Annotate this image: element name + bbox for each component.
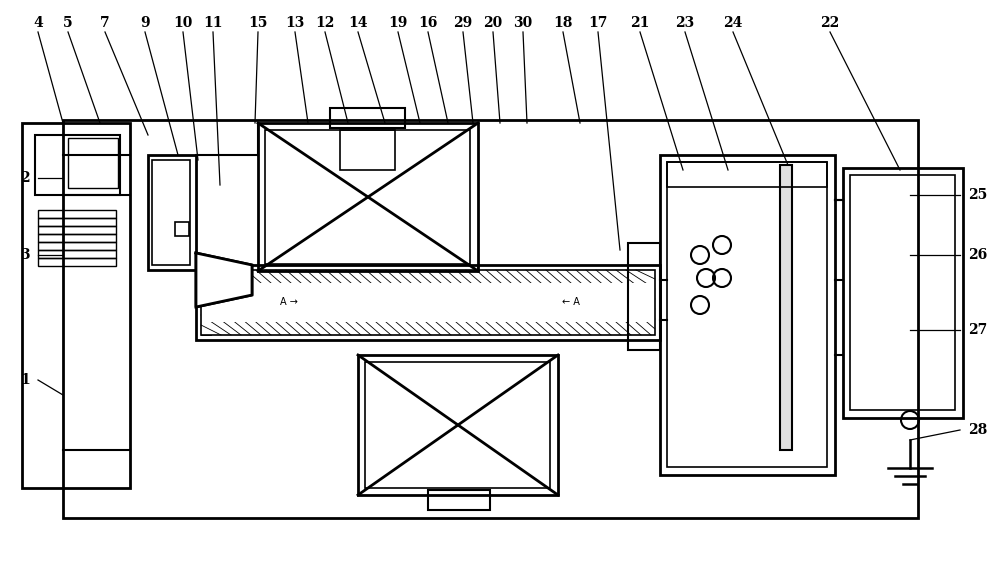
Text: 16: 16 xyxy=(418,16,438,30)
Text: 26: 26 xyxy=(968,248,987,262)
Bar xyxy=(38,234,116,242)
Bar xyxy=(175,222,189,236)
Text: 27: 27 xyxy=(968,323,987,337)
Bar xyxy=(63,120,918,518)
Text: 28: 28 xyxy=(968,423,987,437)
Polygon shape xyxy=(196,253,252,307)
Text: 24: 24 xyxy=(723,16,743,30)
Bar xyxy=(660,155,835,475)
Text: 20: 20 xyxy=(483,16,503,30)
Bar xyxy=(38,218,116,226)
Bar xyxy=(365,362,550,488)
Bar xyxy=(35,135,120,195)
Text: 11: 11 xyxy=(203,16,223,30)
Bar xyxy=(780,165,792,450)
Bar xyxy=(38,226,116,234)
Text: 1: 1 xyxy=(20,373,30,387)
Bar xyxy=(340,130,395,170)
Text: 5: 5 xyxy=(63,16,73,30)
Bar xyxy=(358,355,558,495)
Bar xyxy=(38,250,116,258)
Bar xyxy=(428,490,490,510)
Bar xyxy=(196,265,660,340)
Text: 22: 22 xyxy=(820,16,840,30)
Bar xyxy=(258,123,478,271)
Bar xyxy=(843,168,963,418)
Bar xyxy=(38,210,116,218)
Bar xyxy=(201,270,655,335)
Text: 7: 7 xyxy=(100,16,110,30)
Text: 13: 13 xyxy=(285,16,305,30)
Text: A →: A → xyxy=(280,297,298,307)
Text: 29: 29 xyxy=(453,16,473,30)
Bar xyxy=(265,130,470,264)
Text: 9: 9 xyxy=(140,16,150,30)
Bar xyxy=(68,138,118,188)
Text: ← A: ← A xyxy=(562,297,580,307)
Text: 3: 3 xyxy=(20,248,30,262)
Text: 30: 30 xyxy=(513,16,533,30)
Bar xyxy=(850,175,955,410)
Text: 19: 19 xyxy=(388,16,408,30)
Bar xyxy=(38,258,116,266)
Text: 15: 15 xyxy=(248,16,268,30)
Text: 17: 17 xyxy=(588,16,608,30)
Bar xyxy=(667,162,827,187)
Text: 12: 12 xyxy=(315,16,335,30)
Text: 2: 2 xyxy=(20,171,30,185)
Bar xyxy=(667,162,827,467)
Text: 4: 4 xyxy=(33,16,43,30)
Text: 21: 21 xyxy=(630,16,650,30)
Text: 23: 23 xyxy=(675,16,695,30)
Bar xyxy=(152,160,190,265)
Bar xyxy=(201,283,655,322)
Bar xyxy=(148,155,196,270)
Bar xyxy=(330,108,405,128)
Bar xyxy=(38,242,116,250)
Text: 18: 18 xyxy=(553,16,573,30)
Text: 10: 10 xyxy=(173,16,193,30)
Text: 25: 25 xyxy=(968,188,987,202)
Text: 14: 14 xyxy=(348,16,368,30)
Bar xyxy=(22,123,130,488)
Bar xyxy=(628,243,660,350)
